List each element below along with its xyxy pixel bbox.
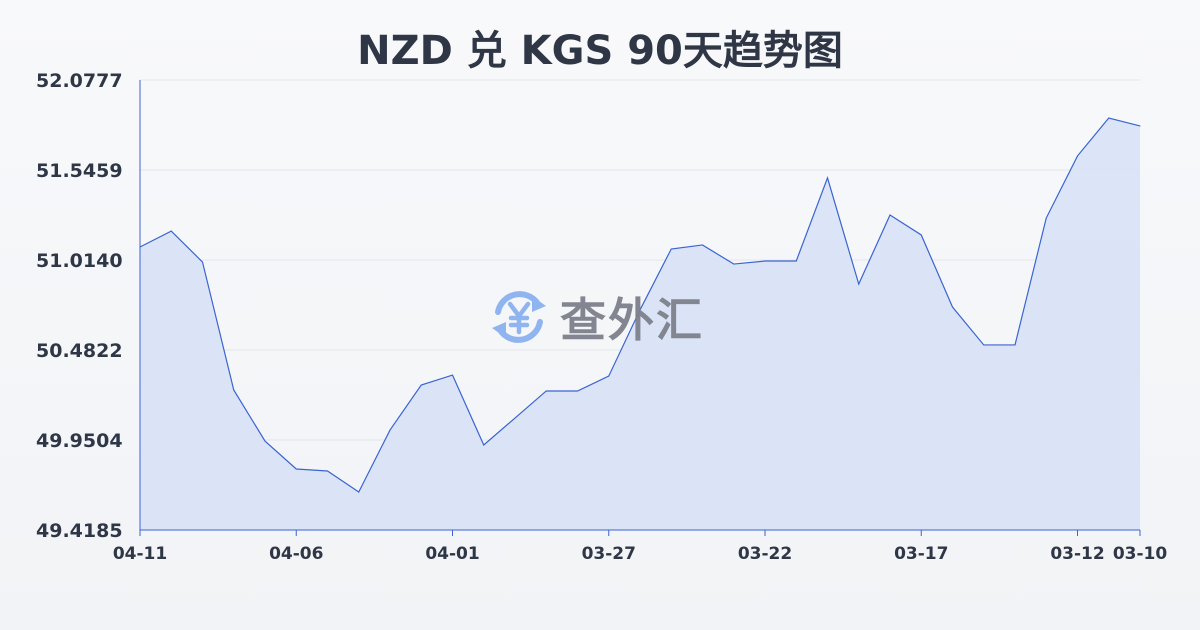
y-tick-label: 50.4822	[36, 340, 123, 362]
data-point	[545, 390, 547, 392]
y-tick-label: 51.0140	[36, 250, 123, 272]
data-point	[514, 417, 516, 419]
x-tick-label: 03-22	[738, 544, 792, 564]
watermark: 查外汇	[488, 284, 704, 350]
data-point	[295, 468, 297, 470]
watermark-text: 查外汇	[560, 293, 704, 347]
data-point	[889, 214, 891, 216]
data-point	[702, 244, 703, 246]
data-point	[483, 444, 485, 446]
data-point	[452, 374, 453, 376]
data-point	[608, 375, 610, 377]
data-point	[983, 344, 985, 346]
yen-exchange-icon	[492, 291, 546, 343]
data-point	[827, 177, 828, 179]
data-point	[389, 429, 391, 431]
data-point	[639, 309, 641, 311]
data-point	[1014, 344, 1016, 346]
data-point	[858, 283, 860, 285]
data-point	[733, 263, 735, 265]
y-tick-label: 49.4185	[36, 520, 123, 542]
y-tick-label: 49.9504	[36, 430, 123, 452]
data-point	[1045, 217, 1047, 219]
data-point	[1077, 155, 1078, 157]
data-point	[577, 390, 578, 392]
data-point	[795, 260, 797, 262]
x-tick-label: 04-01	[425, 544, 479, 564]
data-point	[920, 234, 922, 236]
data-point	[420, 384, 422, 386]
chart-title: NZD 兑 KGS 90天趋势图	[357, 28, 843, 74]
x-tick-label: 04-11	[113, 544, 167, 564]
data-point	[1108, 117, 1110, 119]
data-point	[202, 261, 203, 263]
data-point	[670, 248, 672, 250]
data-point	[170, 230, 172, 232]
x-tick-label: 03-17	[894, 544, 948, 564]
data-point	[764, 260, 766, 262]
data-point	[952, 306, 953, 308]
data-point	[264, 440, 266, 442]
data-point	[233, 389, 235, 391]
area-fill	[140, 118, 1140, 530]
x-tick-label: 04-06	[269, 544, 323, 564]
y-tick-label: 52.0777	[36, 70, 123, 92]
data-point	[1139, 125, 1141, 127]
data-point	[327, 470, 328, 472]
x-tick-label: 03-27	[582, 544, 636, 564]
x-tick-label: 03-10	[1113, 544, 1168, 564]
data-point	[358, 491, 360, 493]
y-tick-label: 51.5459	[36, 160, 123, 182]
x-tick-label: 03-12	[1050, 544, 1104, 564]
